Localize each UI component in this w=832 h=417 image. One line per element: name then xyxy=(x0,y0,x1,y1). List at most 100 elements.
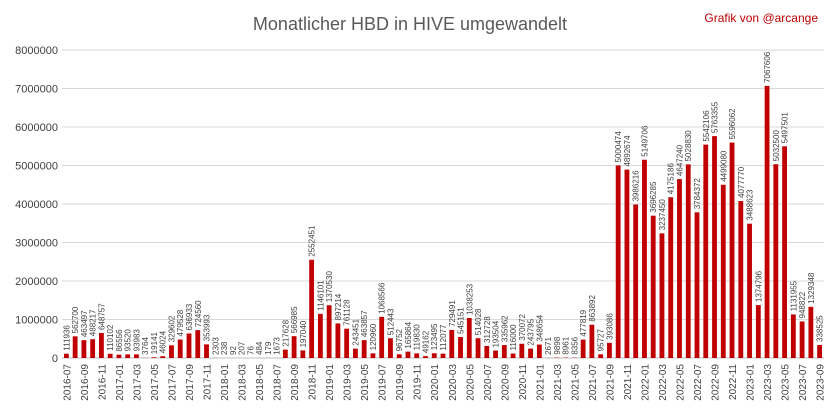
data-label: 484 xyxy=(255,341,264,355)
x-tick-label: 2021-05 xyxy=(570,364,581,401)
bar xyxy=(107,353,113,358)
bar xyxy=(817,344,823,358)
y-tick-label: 6000000 xyxy=(15,122,58,134)
x-tick-label: 2019-11 xyxy=(413,364,424,400)
data-label: 5763355 xyxy=(711,101,720,133)
bar xyxy=(414,353,420,358)
bar xyxy=(510,353,516,358)
x-axis-ticks: 2016-07 2016-09 2016-11 2017-01 2017-03 2017-… xyxy=(62,364,826,401)
x-tick-label: 2019-09 xyxy=(395,364,406,401)
bar xyxy=(493,350,498,358)
bar xyxy=(388,338,393,358)
data-label: 329602 xyxy=(167,315,176,342)
bar xyxy=(659,233,665,358)
bar xyxy=(650,215,656,358)
bar xyxy=(431,353,437,358)
data-label: 545151 xyxy=(457,307,466,334)
data-label: 93983 xyxy=(132,329,141,352)
data-label: 393086 xyxy=(605,313,614,340)
data-label: 566985 xyxy=(290,306,299,333)
y-tick-label: 2000000 xyxy=(15,276,58,288)
chart-credit: Grafik von @arcange xyxy=(704,11,818,25)
bar xyxy=(177,339,183,358)
x-tick-label: 2017-09 xyxy=(185,364,196,401)
bar xyxy=(764,85,770,359)
bar xyxy=(63,353,69,358)
x-tick-label: 2019-05 xyxy=(360,364,371,401)
data-label: 243451 xyxy=(351,318,360,345)
bar xyxy=(755,305,761,358)
data-label: 562700 xyxy=(71,306,80,333)
data-label: 3986216 xyxy=(632,170,641,202)
bar xyxy=(501,345,507,358)
bar xyxy=(536,344,542,358)
bar xyxy=(633,204,639,358)
data-label: 165864 xyxy=(404,321,413,348)
data-label: 514028 xyxy=(474,308,483,335)
data-label: 4499080 xyxy=(719,150,728,182)
x-tick-label: 2017-11 xyxy=(203,364,214,400)
y-tick-label: 8000000 xyxy=(15,45,58,57)
bar xyxy=(519,343,525,358)
data-label: 4175186 xyxy=(667,163,676,195)
data-label: 8961 xyxy=(562,336,571,354)
data-label: 5497501 xyxy=(781,112,790,144)
x-tick-label: 2021-03 xyxy=(553,364,564,401)
data-label: 3488623 xyxy=(746,189,755,221)
bar xyxy=(90,339,96,358)
y-axis-ticks: 0 1000000 2000000 3000000 4000000 5000000 6000… xyxy=(15,45,58,365)
x-tick-label: 2018-05 xyxy=(255,364,266,401)
data-label: 5149706 xyxy=(640,125,649,157)
x-tick-label: 2023-05 xyxy=(781,364,792,401)
x-tick-label: 2020-01 xyxy=(430,364,441,401)
x-tick-label: 2018-03 xyxy=(238,364,249,401)
x-tick-label: 2020-05 xyxy=(465,364,476,401)
bar xyxy=(291,336,297,358)
bar xyxy=(466,318,472,358)
data-label: 123495 xyxy=(430,323,439,350)
data-label: 179 xyxy=(264,341,273,355)
bar xyxy=(668,197,674,358)
bar xyxy=(685,164,691,358)
bar xyxy=(484,345,490,358)
data-label: 4077770 xyxy=(737,166,746,198)
x-tick-label: 2023-03 xyxy=(763,364,774,401)
bar xyxy=(729,142,735,358)
data-label: 3764 xyxy=(141,337,150,355)
data-label: 5542106 xyxy=(702,110,711,142)
data-label: 2303 xyxy=(211,337,220,355)
data-label: 96752 xyxy=(395,328,404,351)
x-tick-label: 2019-01 xyxy=(325,364,336,401)
bar xyxy=(808,306,814,358)
y-tick-label: 5000000 xyxy=(15,161,58,173)
data-label: 119830 xyxy=(413,324,422,351)
data-label: 2671 xyxy=(544,337,553,355)
data-label: 7067606 xyxy=(763,51,772,83)
data-label: 238 xyxy=(220,341,229,355)
x-tick-label: 2021-11 xyxy=(623,364,634,400)
data-label: 3696285 xyxy=(649,181,658,213)
data-label: 729491 xyxy=(448,300,457,327)
data-label: 370072 xyxy=(518,314,527,341)
bar xyxy=(440,353,446,358)
data-label: 761128 xyxy=(343,299,352,326)
data-label: 92 xyxy=(229,346,238,355)
data-label: 338525 xyxy=(816,315,825,342)
bar xyxy=(423,356,428,358)
bar xyxy=(607,342,612,358)
y-tick-label: 1000000 xyxy=(15,315,58,327)
data-label: 335962 xyxy=(500,315,509,342)
data-label: 49162 xyxy=(421,330,430,353)
bar xyxy=(712,136,717,358)
data-label: 2552451 xyxy=(308,225,317,257)
x-tick-label: 2023-09 xyxy=(816,364,827,401)
bar xyxy=(204,344,209,358)
data-label: 120960 xyxy=(369,323,378,350)
data-label: 9898 xyxy=(553,336,562,354)
bar xyxy=(81,340,87,358)
x-tick-label: 2016-09 xyxy=(80,364,91,401)
data-label: 636933 xyxy=(185,303,194,330)
chart-title: Monatlicher HBD in HIVE umgewandelt xyxy=(253,14,567,34)
data-label: 463497 xyxy=(80,310,89,337)
